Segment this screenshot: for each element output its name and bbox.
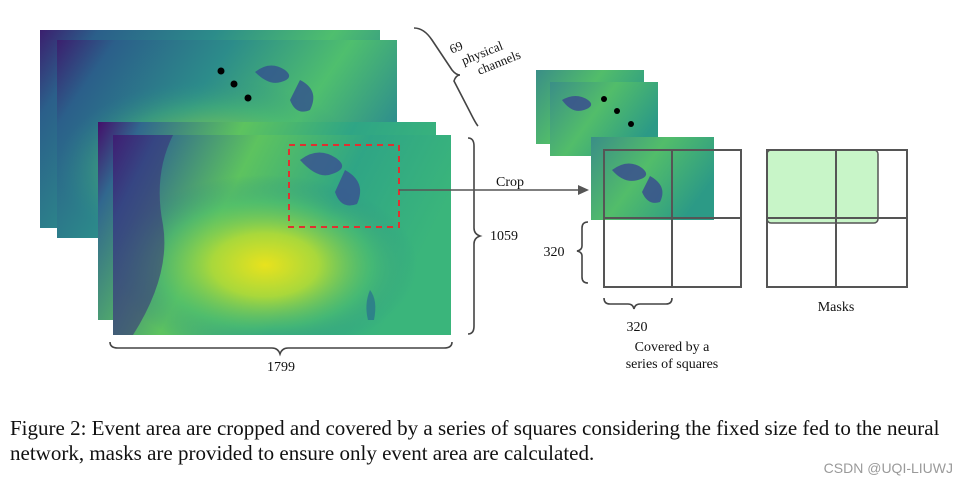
cropped-map-stack xyxy=(536,70,714,220)
crop-label: Crop xyxy=(496,175,524,190)
channels-brace xyxy=(413,27,479,127)
figure-diagram: 69 physical channels 1059 1799 Crop 320 … xyxy=(40,27,908,375)
channel-dots-small xyxy=(601,96,634,127)
figure-caption: Figure 2: Event area are cropped and cov… xyxy=(10,416,940,465)
crop-region-box xyxy=(288,144,400,228)
square-height-label: 320 xyxy=(544,245,565,260)
mask-grid xyxy=(766,149,908,288)
channel-dots-large xyxy=(217,67,252,102)
square-width-label: 320 xyxy=(627,320,648,335)
width-brace xyxy=(109,341,453,357)
square-grid xyxy=(603,149,742,288)
height-brace xyxy=(467,137,483,335)
masks-label: Masks xyxy=(818,300,855,315)
width-label: 1799 xyxy=(267,360,295,375)
height-label: 1059 xyxy=(490,229,518,244)
covered-label-line1: Covered by a xyxy=(635,340,710,355)
covered-label-line2: series of squares xyxy=(626,357,719,372)
svg-text:69: 69 xyxy=(447,38,465,57)
front-map-stack xyxy=(98,122,451,335)
square-width-brace xyxy=(603,297,673,310)
watermark: CSDN @UQI-LIUWJ xyxy=(823,460,953,476)
square-height-brace xyxy=(576,221,589,284)
crop-arrow xyxy=(399,185,589,195)
